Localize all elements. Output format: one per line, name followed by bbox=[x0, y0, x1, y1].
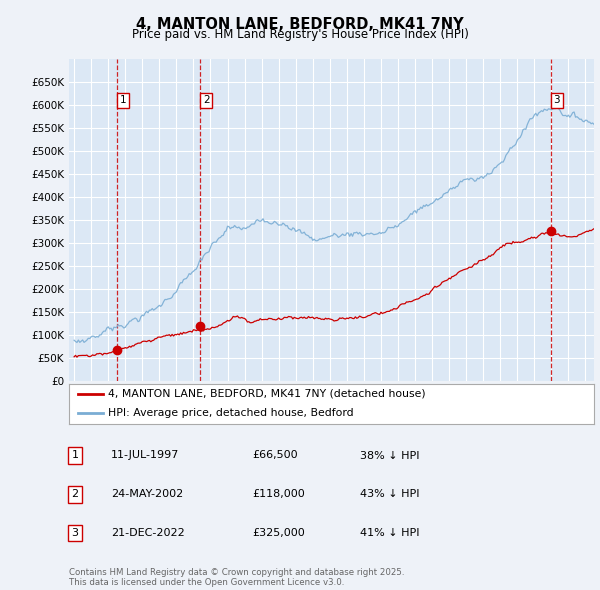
Text: £118,000: £118,000 bbox=[252, 490, 305, 499]
Text: Contains HM Land Registry data © Crown copyright and database right 2025.
This d: Contains HM Land Registry data © Crown c… bbox=[69, 568, 404, 587]
Text: 3: 3 bbox=[553, 96, 560, 106]
Text: 41% ↓ HPI: 41% ↓ HPI bbox=[360, 529, 419, 538]
Text: 3: 3 bbox=[71, 529, 79, 538]
Text: 2: 2 bbox=[71, 490, 79, 499]
Text: Price paid vs. HM Land Registry's House Price Index (HPI): Price paid vs. HM Land Registry's House … bbox=[131, 28, 469, 41]
Text: 21-DEC-2022: 21-DEC-2022 bbox=[111, 529, 185, 538]
Text: 2: 2 bbox=[203, 96, 209, 106]
Text: 1: 1 bbox=[71, 451, 79, 460]
Text: £66,500: £66,500 bbox=[252, 451, 298, 460]
Text: 43% ↓ HPI: 43% ↓ HPI bbox=[360, 490, 419, 499]
Text: £325,000: £325,000 bbox=[252, 529, 305, 538]
Text: 24-MAY-2002: 24-MAY-2002 bbox=[111, 490, 183, 499]
Text: 11-JUL-1997: 11-JUL-1997 bbox=[111, 451, 179, 460]
Text: 38% ↓ HPI: 38% ↓ HPI bbox=[360, 451, 419, 460]
Text: 4, MANTON LANE, BEDFORD, MK41 7NY (detached house): 4, MANTON LANE, BEDFORD, MK41 7NY (detac… bbox=[109, 389, 426, 399]
Text: 4, MANTON LANE, BEDFORD, MK41 7NY: 4, MANTON LANE, BEDFORD, MK41 7NY bbox=[136, 17, 464, 31]
Text: 1: 1 bbox=[120, 96, 127, 106]
Text: HPI: Average price, detached house, Bedford: HPI: Average price, detached house, Bedf… bbox=[109, 408, 354, 418]
